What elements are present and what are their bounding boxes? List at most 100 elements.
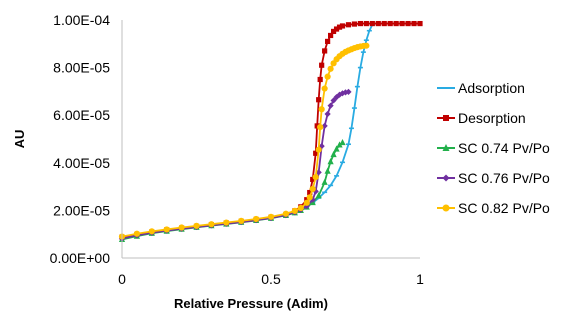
legend-swatch-marker: [442, 144, 450, 151]
data-point: [339, 23, 346, 29]
data-point: [333, 145, 340, 152]
data-point: [317, 124, 324, 131]
data-point: [317, 76, 323, 83]
data-point: [357, 20, 363, 27]
legend-item: Desorption: [437, 110, 526, 126]
x-axis-title: Relative Pressure (Adim): [174, 296, 328, 311]
data-point: [318, 143, 325, 150]
data-point: [333, 26, 340, 32]
data-point: [324, 167, 331, 174]
series-line: [121, 24, 374, 239]
data-point: [267, 213, 275, 220]
y-tick-label: 2.00E-05: [53, 202, 110, 218]
legend-label: Adsorption: [458, 80, 525, 96]
data-point: [313, 150, 319, 156]
data-point: [351, 21, 358, 27]
data-point: [339, 90, 346, 97]
legend-swatch-marker: [443, 115, 449, 121]
data-point: [178, 224, 185, 231]
y-tick-label: 8.00E-05: [53, 60, 110, 76]
data-point: [330, 28, 337, 35]
data-point: [405, 20, 411, 27]
data-point: [238, 217, 245, 224]
data-point: [336, 141, 343, 148]
data-point: [303, 199, 310, 206]
data-point: [375, 20, 381, 27]
data-point: [345, 88, 352, 95]
data-point: [297, 204, 304, 212]
data-point: [324, 73, 331, 80]
data-point: [363, 20, 369, 27]
data-point: [307, 189, 313, 196]
legend-swatch-marker: [442, 204, 450, 212]
data-point: [314, 123, 320, 129]
data-point: [309, 185, 316, 193]
data-point: [306, 194, 313, 201]
series-line: [121, 44, 367, 238]
data-point: [381, 20, 387, 27]
plot-area: [118, 20, 423, 243]
data-point: [309, 196, 316, 203]
y-tick-label: 6.00E-05: [53, 107, 110, 123]
data-point: [330, 97, 337, 104]
data-point: [321, 178, 328, 185]
legend-swatch-marker: [442, 174, 450, 182]
data-point: [193, 222, 200, 229]
data-point: [363, 42, 370, 49]
legend-label: SC 0.76 Pv/Po: [458, 170, 550, 186]
data-point: [369, 20, 375, 27]
series-sc-0-82-pv-po: [118, 42, 370, 240]
data-point: [328, 32, 334, 39]
data-point: [316, 97, 322, 103]
data-point: [336, 91, 343, 98]
series-line: [121, 22, 420, 238]
series-desorption: [119, 20, 423, 240]
data-point: [291, 207, 298, 214]
data-point: [208, 221, 215, 228]
y-tick-label: 1.00E-04: [53, 12, 110, 28]
data-point: [319, 62, 325, 68]
data-point: [148, 228, 155, 235]
legend-item: SC 0.74 Pv/Po: [437, 140, 550, 156]
y-axis-title: AU: [12, 130, 27, 149]
data-point: [336, 24, 343, 30]
data-point: [324, 110, 331, 118]
data-point: [133, 230, 140, 237]
y-tick-label: 4.00E-05: [53, 155, 110, 171]
data-point: [282, 210, 289, 217]
legend-label: SC 0.82 Pv/Po: [458, 200, 550, 216]
data-point: [327, 158, 334, 165]
data-point: [327, 65, 334, 72]
data-point: [339, 138, 346, 146]
data-point: [315, 146, 322, 153]
x-tick-label: 1: [416, 271, 424, 287]
data-point: [327, 102, 334, 109]
data-point: [321, 85, 328, 92]
legend-item: SC 0.82 Pv/Po: [437, 200, 550, 216]
y-tick-labels: 0.00E+00 2.00E-05 4.00E-05 6.00E-05 8.00E-05…: [50, 12, 111, 266]
data-point: [322, 48, 328, 54]
data-point: [325, 38, 331, 45]
legend-item: SC 0.76 Pv/Po: [437, 170, 550, 186]
data-point: [318, 106, 325, 113]
data-point: [345, 22, 352, 28]
data-point: [315, 192, 322, 199]
data-point: [163, 226, 170, 233]
data-point: [387, 20, 393, 27]
legend: Adsorption Desorption SC 0.74 Pv/Po SC 0.76…: [437, 80, 550, 216]
x-tick-labels: 0 0.5 1: [118, 271, 424, 287]
data-point: [411, 20, 417, 27]
data-point: [399, 20, 405, 27]
data-point: [310, 176, 316, 183]
data-point: [417, 20, 423, 27]
data-point: [253, 215, 260, 223]
legend-item: Adsorption: [437, 80, 525, 96]
data-point: [393, 20, 399, 27]
data-point: [321, 122, 328, 130]
legend-label: Desorption: [458, 110, 526, 126]
data-point: [330, 150, 337, 158]
x-tick-label: 0: [118, 271, 126, 287]
data-point: [312, 188, 319, 195]
legend-label: SC 0.74 Pv/Po: [458, 140, 550, 156]
